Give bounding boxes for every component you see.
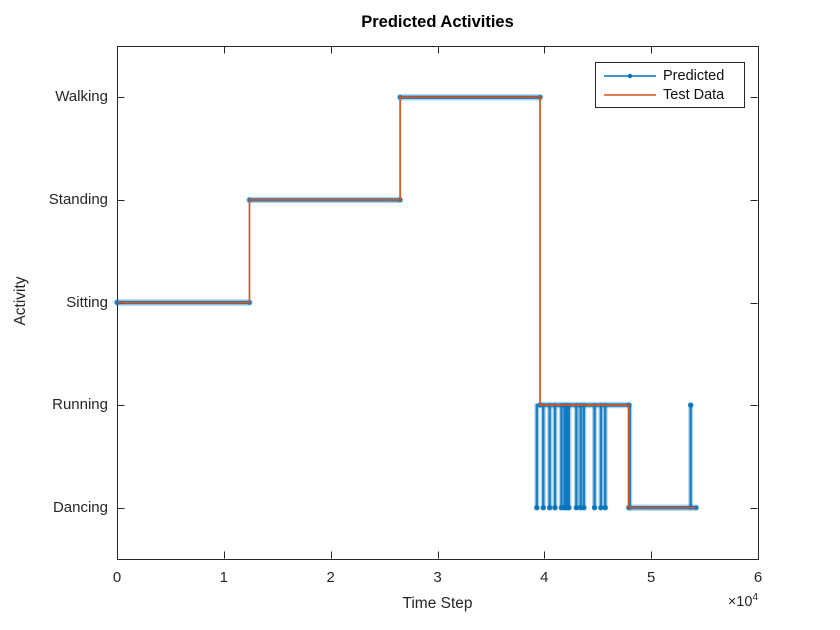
y-tick-label-running: Running (52, 396, 108, 414)
x-axis-exponent: ×104 (728, 592, 758, 610)
chart-title: Predicted Activities (361, 13, 514, 31)
predicted-spike-marker (581, 505, 587, 511)
predicted-spike-marker (566, 505, 572, 511)
predicted-spike-marker (687, 402, 694, 408)
legend-entry-testdata: Test Data (602, 85, 738, 104)
x-tick-label-3: 3 (433, 569, 442, 586)
legend-box: Predicted Test Data (595, 62, 745, 108)
predicted-marker-icon (627, 73, 633, 78)
x-tick-label-5: 5 (646, 569, 656, 586)
predicted-spike-marker (598, 505, 604, 511)
legend-label-predicted: Predicted (663, 67, 725, 84)
predicted-spike-marker (534, 505, 540, 511)
x-tick-label-6: 6 (753, 569, 763, 586)
predicted-spike-marker (573, 505, 580, 511)
predicted-spike-marker (546, 505, 553, 511)
legend-label-testdata: Test Data (663, 86, 725, 103)
x-tick-label-2: 2 (326, 569, 335, 586)
y-tick-label-standing: Standing (48, 190, 108, 208)
predicted-spike-marker (540, 505, 546, 511)
x-axis-label: Time Step (402, 595, 473, 612)
x-tick-label-0: 0 (112, 569, 122, 586)
x-tick-label-4: 4 (540, 569, 549, 586)
exponent-power: 4 (752, 592, 758, 603)
x-tick-label-1: 1 (219, 569, 228, 586)
predicted-spike-marker (602, 505, 608, 511)
predicted-spike-marker (552, 505, 558, 511)
y-tick-label-walking: Walking (55, 88, 108, 106)
predicted-line-icon (604, 73, 656, 78)
y-tick-label-dancing: Dancing (52, 498, 108, 516)
exponent-base: ×10 (727, 593, 753, 610)
testdata-line-icon (604, 93, 656, 96)
legend-entry-predicted: Predicted (602, 66, 738, 85)
y-tick-label-sitting: Sitting (66, 293, 108, 311)
test-data-line (117, 96, 697, 509)
predicted-spike-marker (591, 505, 598, 511)
